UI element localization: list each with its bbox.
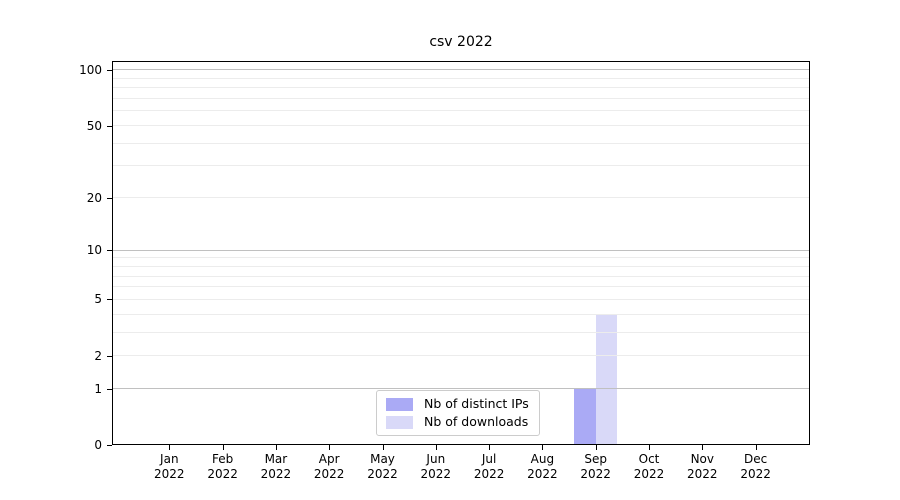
x-axis-tick-label: Mar 2022 <box>260 452 292 481</box>
gridline-minor <box>113 125 809 126</box>
legend-entry: Nb of downloads <box>386 415 529 429</box>
x-axis-tick-label: Jan 2022 <box>154 452 185 481</box>
legend-swatch <box>386 415 413 429</box>
y-axis-tick-mark <box>107 445 112 446</box>
gridline-minor <box>113 197 809 199</box>
legend-label: Nb of distinct IPs <box>424 396 529 411</box>
gridline-major <box>113 69 809 71</box>
y-axis-tick-label: 50 <box>86 118 102 133</box>
gridline-minor <box>113 286 809 288</box>
y-axis-tick-label: 10 <box>86 243 102 258</box>
x-axis-tick-label: Dec 2022 <box>740 452 771 481</box>
y-axis-tick-label: 20 <box>86 190 102 205</box>
gridline-minor <box>113 355 809 357</box>
gridline-minor <box>113 165 809 167</box>
gridline-minor <box>113 87 809 89</box>
gridline-minor <box>113 331 809 333</box>
x-axis-tick-label: Sep 2022 <box>580 452 611 481</box>
bar-nb-of-downloads <box>595 314 618 444</box>
x-axis-tick-label: Feb 2022 <box>207 452 238 481</box>
gridline-minor <box>113 265 809 267</box>
x-axis-tick-label: Apr 2022 <box>313 452 345 481</box>
x-axis-tick-mark <box>755 445 757 450</box>
legend-entry: Nb of distinct IPs <box>386 397 529 411</box>
y-axis-tick-mark <box>107 197 112 199</box>
legend-swatch <box>386 397 413 411</box>
x-axis-tick-mark <box>489 445 491 450</box>
y-axis-tick-mark <box>107 355 112 357</box>
y-axis-tick-mark <box>107 250 112 252</box>
x-axis-tick-mark <box>542 445 544 450</box>
x-axis-tick-label: Jul 2022 <box>473 452 505 481</box>
x-axis-tick-mark <box>595 445 597 450</box>
x-axis-tick-label: Oct 2022 <box>633 452 665 481</box>
x-axis-tick-mark <box>649 445 650 450</box>
x-axis-tick-mark <box>169 445 171 450</box>
gridline-minor <box>113 313 809 315</box>
x-axis-tick-label: Jun 2022 <box>420 452 452 481</box>
legend-label: Nb of downloads <box>424 414 529 429</box>
y-axis-tick-mark <box>107 125 112 127</box>
y-axis-tick-mark <box>107 299 112 301</box>
x-axis-tick-label: Aug 2022 <box>527 452 558 481</box>
x-axis-tick-mark <box>329 445 331 450</box>
gridline-minor <box>113 142 809 144</box>
gridline-minor <box>113 110 809 112</box>
bar-nb-of-distinct-ips <box>574 388 596 444</box>
y-axis-tick-label: 2 <box>94 348 102 363</box>
gridline-minor <box>113 77 809 79</box>
gridline-minor <box>113 275 809 277</box>
y-axis-tick-label: 5 <box>94 292 102 307</box>
chart-title: csv 2022 <box>429 34 493 50</box>
x-axis-tick-mark <box>435 445 437 450</box>
x-axis-tick-mark <box>382 445 384 450</box>
x-axis-tick-label: Nov 2022 <box>687 452 718 481</box>
y-axis-tick-mark <box>107 69 112 71</box>
x-axis-tick-mark <box>702 445 704 450</box>
x-axis-tick-label: May 2022 <box>367 452 398 481</box>
legend: Nb of distinct IPs Nb of downloads <box>376 390 540 436</box>
x-axis-tick-mark <box>275 445 277 450</box>
y-axis-tick-mark <box>107 388 112 390</box>
y-axis-tick-label: 100 <box>79 62 102 77</box>
gridline-minor <box>113 298 809 300</box>
gridline-major <box>113 388 809 390</box>
gridline-major <box>113 249 809 251</box>
gridline-minor <box>113 98 809 100</box>
gridline-minor <box>113 257 809 259</box>
y-axis-tick-label: 1 <box>94 381 102 396</box>
y-axis-tick-label: 0 <box>94 438 102 452</box>
x-axis-tick-mark <box>222 445 224 450</box>
